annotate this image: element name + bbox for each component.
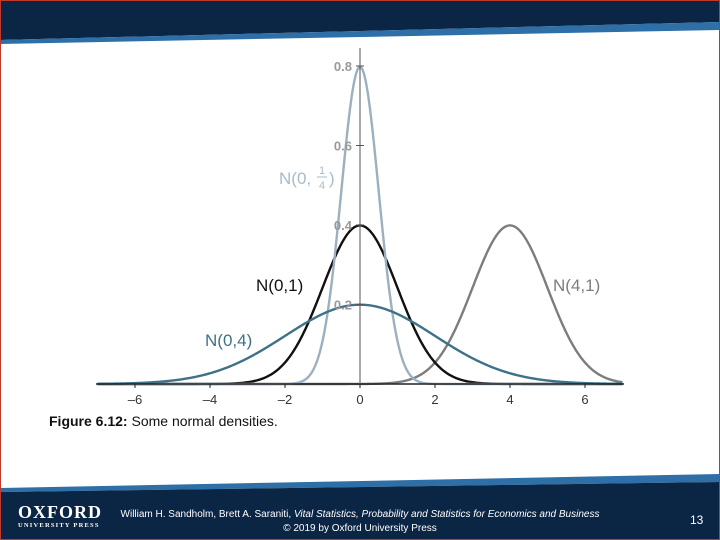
x-tick-label: –6 bbox=[128, 392, 142, 405]
series-label-n0-quarter-denominator: 4 bbox=[319, 180, 325, 192]
y-tick-label: 0.8 bbox=[334, 59, 352, 74]
normal-densities-chart: –6 –4 –2 0 2 4 60.20.40.60.8 N(4,1) N(0,1) N(0… bbox=[96, 48, 624, 405]
footer-band-light bbox=[0, 474, 720, 492]
series-label-n0-quarter: N(0, 1 4 ) bbox=[279, 165, 335, 192]
series-label-n01: N(0,1) bbox=[256, 276, 303, 295]
figure-caption-label: Figure 6.12: bbox=[49, 413, 128, 429]
axes-layer bbox=[96, 48, 624, 388]
header-band-dark bbox=[0, 0, 720, 40]
x-tick-label: 4 bbox=[506, 392, 513, 405]
series-label-n0-quarter-prefix: N(0, bbox=[279, 169, 311, 188]
y-tick-label: 0.2 bbox=[334, 298, 352, 313]
figure-caption: Figure 6.12: Some normal densities. bbox=[49, 413, 278, 429]
tick-labels: –6 –4 –2 0 2 4 6 0.2 0.4 0.6 0.8 bbox=[128, 59, 589, 405]
oxford-logo-word: OXFORD bbox=[18, 502, 102, 522]
x-tick-label: 2 bbox=[431, 392, 438, 405]
footer-band-dark bbox=[0, 482, 720, 540]
x-tick-label: 0 bbox=[356, 392, 363, 405]
y-tick-label: 0.6 bbox=[334, 139, 352, 154]
footer-citation: William H. Sandholm, Brett A. Saraniti, … bbox=[100, 508, 620, 536]
series-labels: N(4,1) N(0,1) N(0,4) N(0, 1 4 ) bbox=[205, 165, 600, 350]
series-label-n04: N(0,4) bbox=[205, 331, 252, 350]
x-tick-label: 6 bbox=[581, 392, 588, 405]
citation-copyright: © 2019 by Oxford University Press bbox=[283, 523, 437, 534]
citation-line: William H. Sandholm, Brett A. Saraniti, … bbox=[100, 508, 620, 522]
series-label-n0-quarter-suffix: ) bbox=[329, 169, 335, 188]
series-label-n0-quarter-numerator: 1 bbox=[319, 165, 325, 177]
citation-book-title: Vital Statistics, Probability and Statis… bbox=[293, 509, 600, 520]
oxford-logo: OXFORD UNIVERSITY PRESS bbox=[18, 503, 102, 529]
header-band-light bbox=[0, 22, 720, 44]
x-tick-label: –2 bbox=[278, 392, 292, 405]
oxford-logo-subtitle: UNIVERSITY PRESS bbox=[18, 522, 100, 529]
series-label-n41: N(4,1) bbox=[553, 276, 600, 295]
figure-caption-text: Some normal densities. bbox=[131, 413, 278, 429]
x-tick-label: –4 bbox=[203, 392, 217, 405]
footer-band bbox=[0, 474, 720, 540]
page-number: 13 bbox=[690, 513, 704, 527]
header-band bbox=[0, 0, 720, 44]
y-tick-label: 0.4 bbox=[334, 218, 353, 233]
citation-authors: William H. Sandholm, Brett A. Saraniti, bbox=[120, 509, 294, 520]
